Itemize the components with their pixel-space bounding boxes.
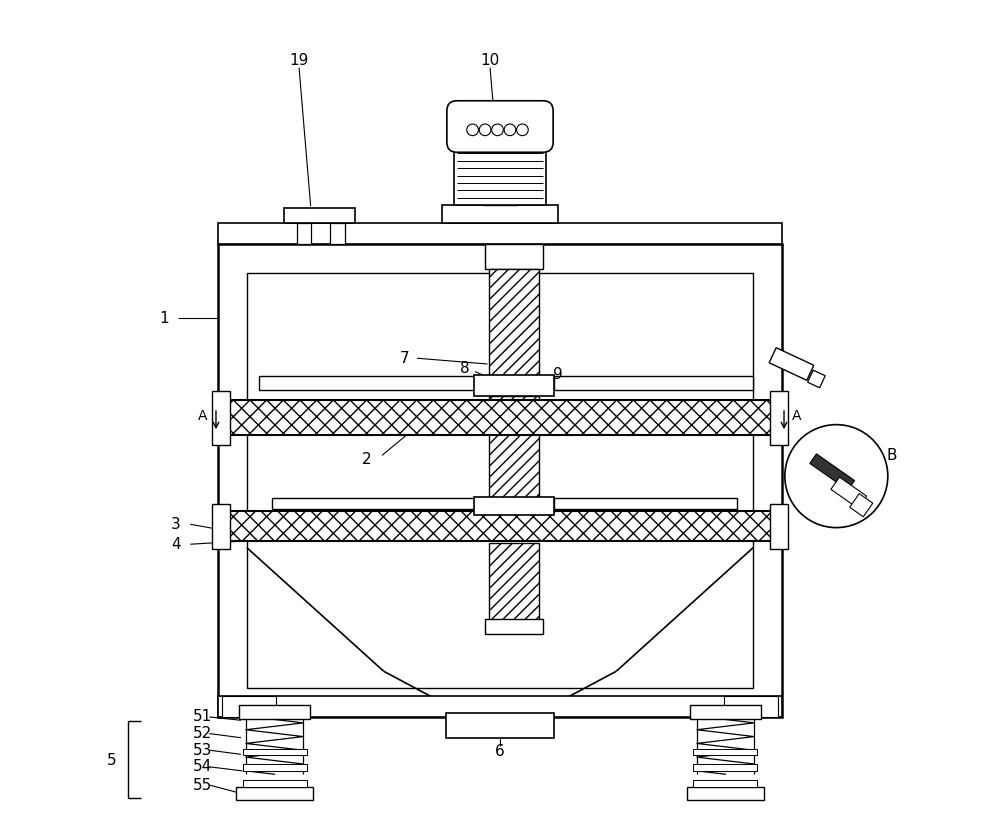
- Bar: [483, 196, 517, 205]
- Bar: [243, 764, 307, 771]
- Polygon shape: [831, 477, 867, 508]
- Bar: [485, 243, 543, 268]
- Text: 6: 6: [495, 744, 505, 759]
- Text: A: A: [198, 410, 208, 423]
- Bar: [222, 696, 276, 717]
- Text: A: A: [792, 410, 802, 423]
- Bar: [224, 400, 776, 435]
- Text: 3: 3: [171, 517, 181, 532]
- Bar: [259, 376, 475, 390]
- Text: 4: 4: [171, 537, 181, 552]
- Bar: [218, 696, 782, 717]
- Bar: [297, 223, 311, 243]
- Bar: [489, 268, 539, 385]
- Circle shape: [504, 124, 516, 135]
- Bar: [693, 749, 757, 756]
- Bar: [485, 619, 543, 634]
- Polygon shape: [769, 348, 814, 380]
- Text: 9: 9: [553, 367, 563, 382]
- Text: 7: 7: [400, 351, 409, 365]
- Text: 51: 51: [193, 710, 212, 725]
- Text: 55: 55: [193, 777, 212, 793]
- Bar: [489, 395, 539, 505]
- Bar: [554, 376, 753, 390]
- Bar: [687, 787, 764, 800]
- Bar: [770, 503, 788, 549]
- Bar: [330, 223, 345, 243]
- Text: 5: 5: [107, 752, 116, 767]
- Circle shape: [785, 425, 888, 528]
- Bar: [239, 706, 310, 719]
- Bar: [693, 780, 757, 787]
- Bar: [454, 142, 546, 205]
- Text: 10: 10: [480, 54, 500, 69]
- Text: B: B: [887, 448, 897, 463]
- Bar: [218, 243, 782, 717]
- Circle shape: [479, 124, 491, 135]
- Bar: [284, 208, 355, 223]
- Text: 54: 54: [193, 759, 212, 774]
- Bar: [442, 205, 558, 223]
- Text: 52: 52: [193, 726, 212, 741]
- Bar: [243, 780, 307, 787]
- Bar: [690, 706, 761, 719]
- Bar: [212, 390, 230, 445]
- FancyBboxPatch shape: [447, 101, 553, 152]
- Bar: [446, 713, 554, 737]
- Circle shape: [467, 124, 478, 135]
- Bar: [554, 497, 737, 509]
- Bar: [474, 497, 554, 515]
- Bar: [272, 497, 475, 509]
- Bar: [724, 696, 778, 717]
- Text: 1: 1: [159, 311, 168, 326]
- Text: 8: 8: [460, 360, 470, 375]
- Polygon shape: [850, 493, 873, 517]
- Bar: [224, 511, 776, 541]
- Circle shape: [517, 124, 528, 135]
- Text: 2: 2: [362, 452, 372, 467]
- Text: 53: 53: [193, 742, 212, 757]
- Bar: [247, 273, 753, 688]
- Bar: [236, 787, 313, 800]
- Bar: [212, 503, 230, 549]
- Polygon shape: [810, 454, 855, 490]
- Circle shape: [492, 124, 503, 135]
- Bar: [243, 749, 307, 756]
- Bar: [693, 764, 757, 771]
- Bar: [489, 543, 539, 625]
- Bar: [218, 223, 782, 243]
- Polygon shape: [808, 370, 825, 388]
- Bar: [474, 375, 554, 395]
- Bar: [770, 390, 788, 445]
- Text: 19: 19: [289, 54, 309, 69]
